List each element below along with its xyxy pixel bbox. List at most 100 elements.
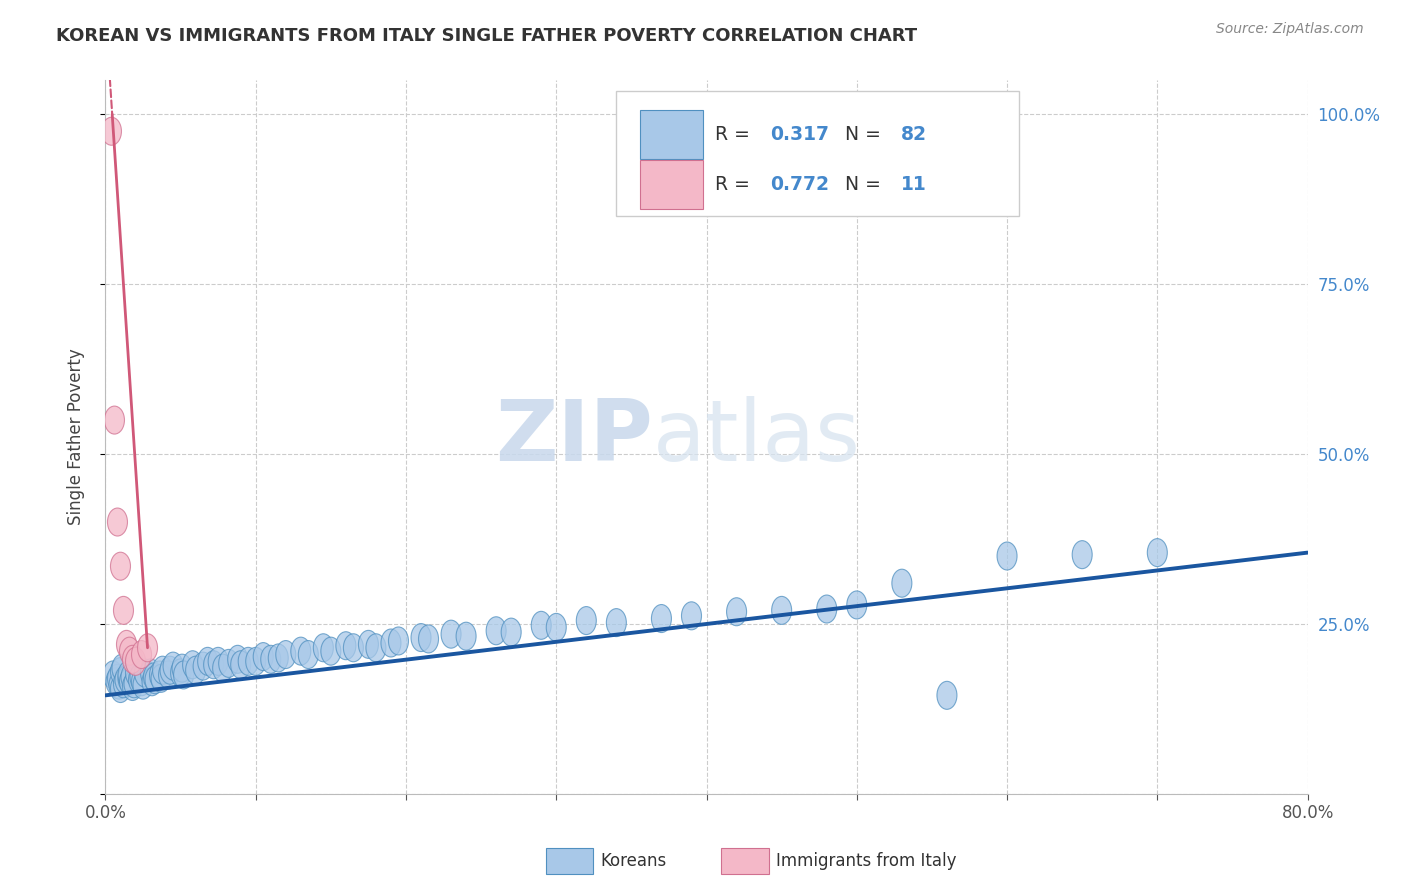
Ellipse shape xyxy=(107,508,128,536)
Ellipse shape xyxy=(117,631,136,658)
Ellipse shape xyxy=(269,644,288,672)
Ellipse shape xyxy=(198,648,218,675)
Ellipse shape xyxy=(204,651,224,679)
Ellipse shape xyxy=(321,637,340,665)
Ellipse shape xyxy=(134,671,153,699)
Ellipse shape xyxy=(160,657,180,684)
Text: KOREAN VS IMMIGRANTS FROM ITALY SINGLE FATHER POVERTY CORRELATION CHART: KOREAN VS IMMIGRANTS FROM ITALY SINGLE F… xyxy=(56,27,917,45)
Ellipse shape xyxy=(298,640,318,669)
Text: Immigrants from Italy: Immigrants from Italy xyxy=(776,852,956,870)
Ellipse shape xyxy=(606,608,626,637)
Ellipse shape xyxy=(104,406,125,434)
Text: Koreans: Koreans xyxy=(600,852,666,870)
Ellipse shape xyxy=(411,624,432,651)
FancyBboxPatch shape xyxy=(616,91,1019,216)
Ellipse shape xyxy=(112,654,132,682)
Ellipse shape xyxy=(246,648,266,675)
FancyBboxPatch shape xyxy=(640,110,703,160)
Ellipse shape xyxy=(101,117,121,145)
Ellipse shape xyxy=(172,654,193,682)
Text: Source: ZipAtlas.com: Source: ZipAtlas.com xyxy=(1216,22,1364,37)
Ellipse shape xyxy=(110,671,129,699)
Ellipse shape xyxy=(138,633,157,662)
Ellipse shape xyxy=(219,649,239,677)
Ellipse shape xyxy=(107,665,128,692)
Ellipse shape xyxy=(388,627,409,655)
Ellipse shape xyxy=(135,659,155,687)
Ellipse shape xyxy=(208,648,228,675)
Ellipse shape xyxy=(121,663,141,691)
Ellipse shape xyxy=(253,642,273,671)
Ellipse shape xyxy=(727,598,747,626)
Ellipse shape xyxy=(183,651,202,679)
Text: 0.772: 0.772 xyxy=(770,175,830,194)
Ellipse shape xyxy=(122,673,142,700)
Ellipse shape xyxy=(817,595,837,623)
Ellipse shape xyxy=(381,629,401,657)
Ellipse shape xyxy=(125,659,145,687)
Ellipse shape xyxy=(120,668,139,696)
Ellipse shape xyxy=(846,591,866,619)
Ellipse shape xyxy=(120,637,139,665)
Ellipse shape xyxy=(173,661,194,689)
Ellipse shape xyxy=(105,668,127,696)
Ellipse shape xyxy=(366,633,385,662)
Ellipse shape xyxy=(228,645,247,673)
Text: N =: N = xyxy=(845,175,887,194)
Ellipse shape xyxy=(142,668,162,696)
Ellipse shape xyxy=(163,652,183,680)
Ellipse shape xyxy=(111,674,131,703)
Ellipse shape xyxy=(124,670,143,698)
Ellipse shape xyxy=(441,620,461,648)
Y-axis label: Single Father Poverty: Single Father Poverty xyxy=(66,349,84,525)
Text: ZIP: ZIP xyxy=(495,395,652,479)
Ellipse shape xyxy=(1147,539,1167,566)
FancyBboxPatch shape xyxy=(640,160,703,209)
Ellipse shape xyxy=(150,665,172,692)
FancyBboxPatch shape xyxy=(721,848,769,874)
Ellipse shape xyxy=(231,651,250,679)
Ellipse shape xyxy=(936,681,957,709)
Ellipse shape xyxy=(260,645,281,673)
Text: 11: 11 xyxy=(901,175,927,194)
Ellipse shape xyxy=(651,605,672,632)
Ellipse shape xyxy=(276,640,295,669)
Ellipse shape xyxy=(891,569,912,598)
Ellipse shape xyxy=(103,661,122,689)
Ellipse shape xyxy=(141,659,160,687)
Ellipse shape xyxy=(238,648,259,675)
Ellipse shape xyxy=(128,665,149,694)
Ellipse shape xyxy=(159,661,179,689)
Text: R =: R = xyxy=(714,125,756,145)
Text: atlas: atlas xyxy=(652,395,860,479)
Text: 82: 82 xyxy=(901,125,928,145)
Ellipse shape xyxy=(115,665,135,694)
Ellipse shape xyxy=(343,633,363,662)
Ellipse shape xyxy=(682,602,702,630)
Ellipse shape xyxy=(531,611,551,640)
FancyBboxPatch shape xyxy=(546,848,593,874)
Ellipse shape xyxy=(486,616,506,645)
Text: N =: N = xyxy=(845,125,887,145)
Ellipse shape xyxy=(291,637,311,665)
Ellipse shape xyxy=(132,640,152,669)
Ellipse shape xyxy=(122,645,142,673)
Ellipse shape xyxy=(114,597,134,624)
Ellipse shape xyxy=(314,633,333,662)
Ellipse shape xyxy=(125,648,145,675)
Ellipse shape xyxy=(576,607,596,634)
Ellipse shape xyxy=(114,670,134,698)
Ellipse shape xyxy=(186,657,205,684)
Ellipse shape xyxy=(111,552,131,580)
Ellipse shape xyxy=(145,665,165,694)
Ellipse shape xyxy=(501,618,522,646)
Ellipse shape xyxy=(419,625,439,653)
Ellipse shape xyxy=(153,657,173,684)
Ellipse shape xyxy=(359,631,378,658)
Text: R =: R = xyxy=(714,175,756,194)
Ellipse shape xyxy=(149,661,170,689)
Text: 0.317: 0.317 xyxy=(770,125,830,145)
Ellipse shape xyxy=(212,654,232,682)
Ellipse shape xyxy=(111,657,131,686)
Ellipse shape xyxy=(193,652,214,680)
